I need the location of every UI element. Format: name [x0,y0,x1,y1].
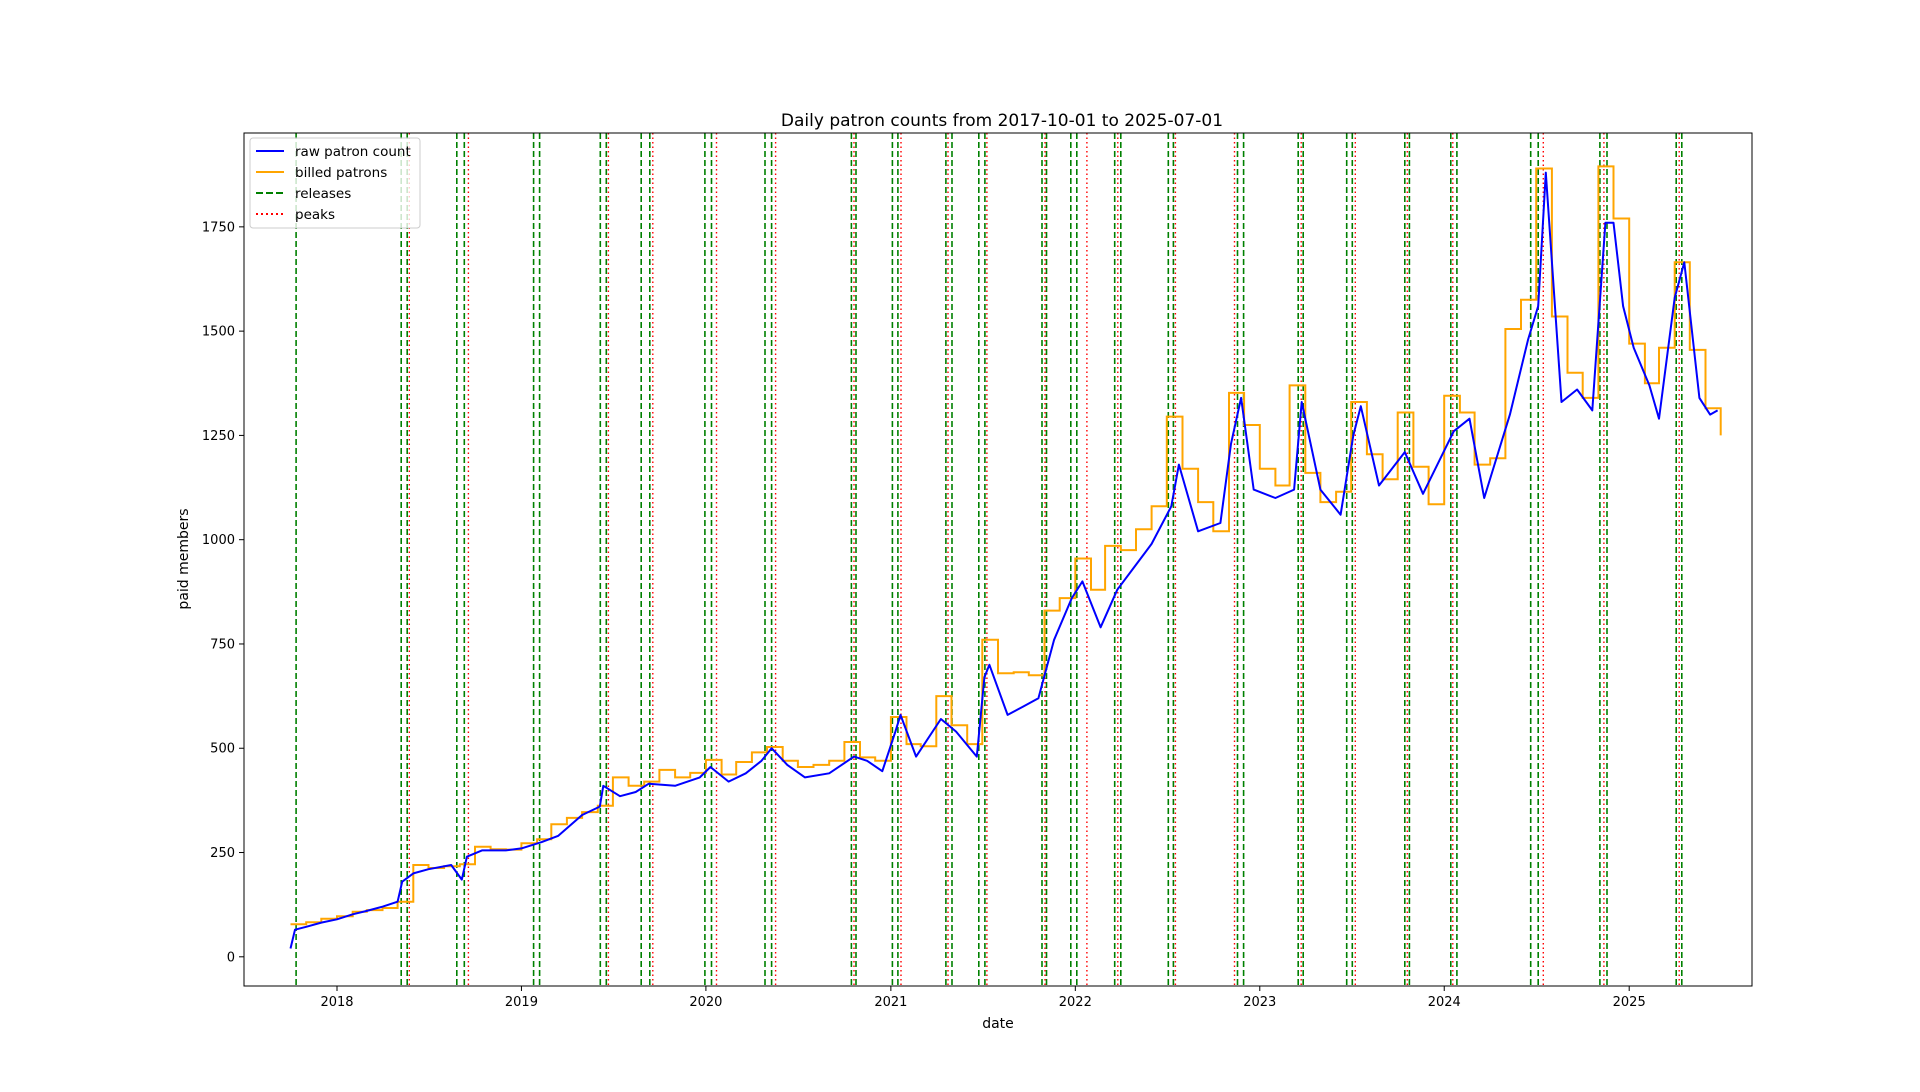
x-tick-label: 2018 [320,995,353,1010]
y-tick-label: 1250 [202,429,235,444]
x-tick-label: 2025 [1613,995,1646,1010]
y-tick-label: 750 [210,637,235,652]
x-tick-label: 2024 [1428,995,1461,1010]
x-axis: 2018 2019 2020 2021 2022 2023 2024 2025 [320,986,1646,1010]
y-tick-label: 1500 [202,325,235,340]
y-tick-label: 1750 [202,220,235,235]
x-tick-label: 2020 [689,995,722,1010]
chart-title: Daily patron counts from 2017-10-01 to 2… [781,111,1223,131]
x-axis-title: date [982,1016,1014,1032]
y-tick-label: 1000 [202,533,235,548]
y-tick-label: 500 [210,742,235,757]
plot-frame [243,132,1753,987]
series-lines [289,165,1722,949]
y-axis-title: paid members [176,508,192,609]
legend-label-peaks: peaks [295,207,335,223]
y-axis: 0 250 500 750 1000 1250 1500 1750 [202,220,244,965]
legend-label-raw: raw patron count [295,144,411,160]
plot-area [243,132,1753,987]
x-tick-label: 2022 [1059,995,1092,1010]
x-tick-label: 2021 [874,995,907,1010]
x-tick-label: 2019 [505,995,538,1010]
y-tick-label: 0 [227,950,235,965]
event-lines [295,133,1683,986]
x-tick-label: 2023 [1243,995,1276,1010]
y-tick-label: 250 [210,846,235,861]
legend: raw patron count billed patrons releases… [249,137,421,229]
raw-patron-count-line [289,171,1719,949]
legend-label-releases: releases [295,186,351,202]
legend-box [249,137,421,229]
legend-label-billed: billed patrons [295,165,387,181]
